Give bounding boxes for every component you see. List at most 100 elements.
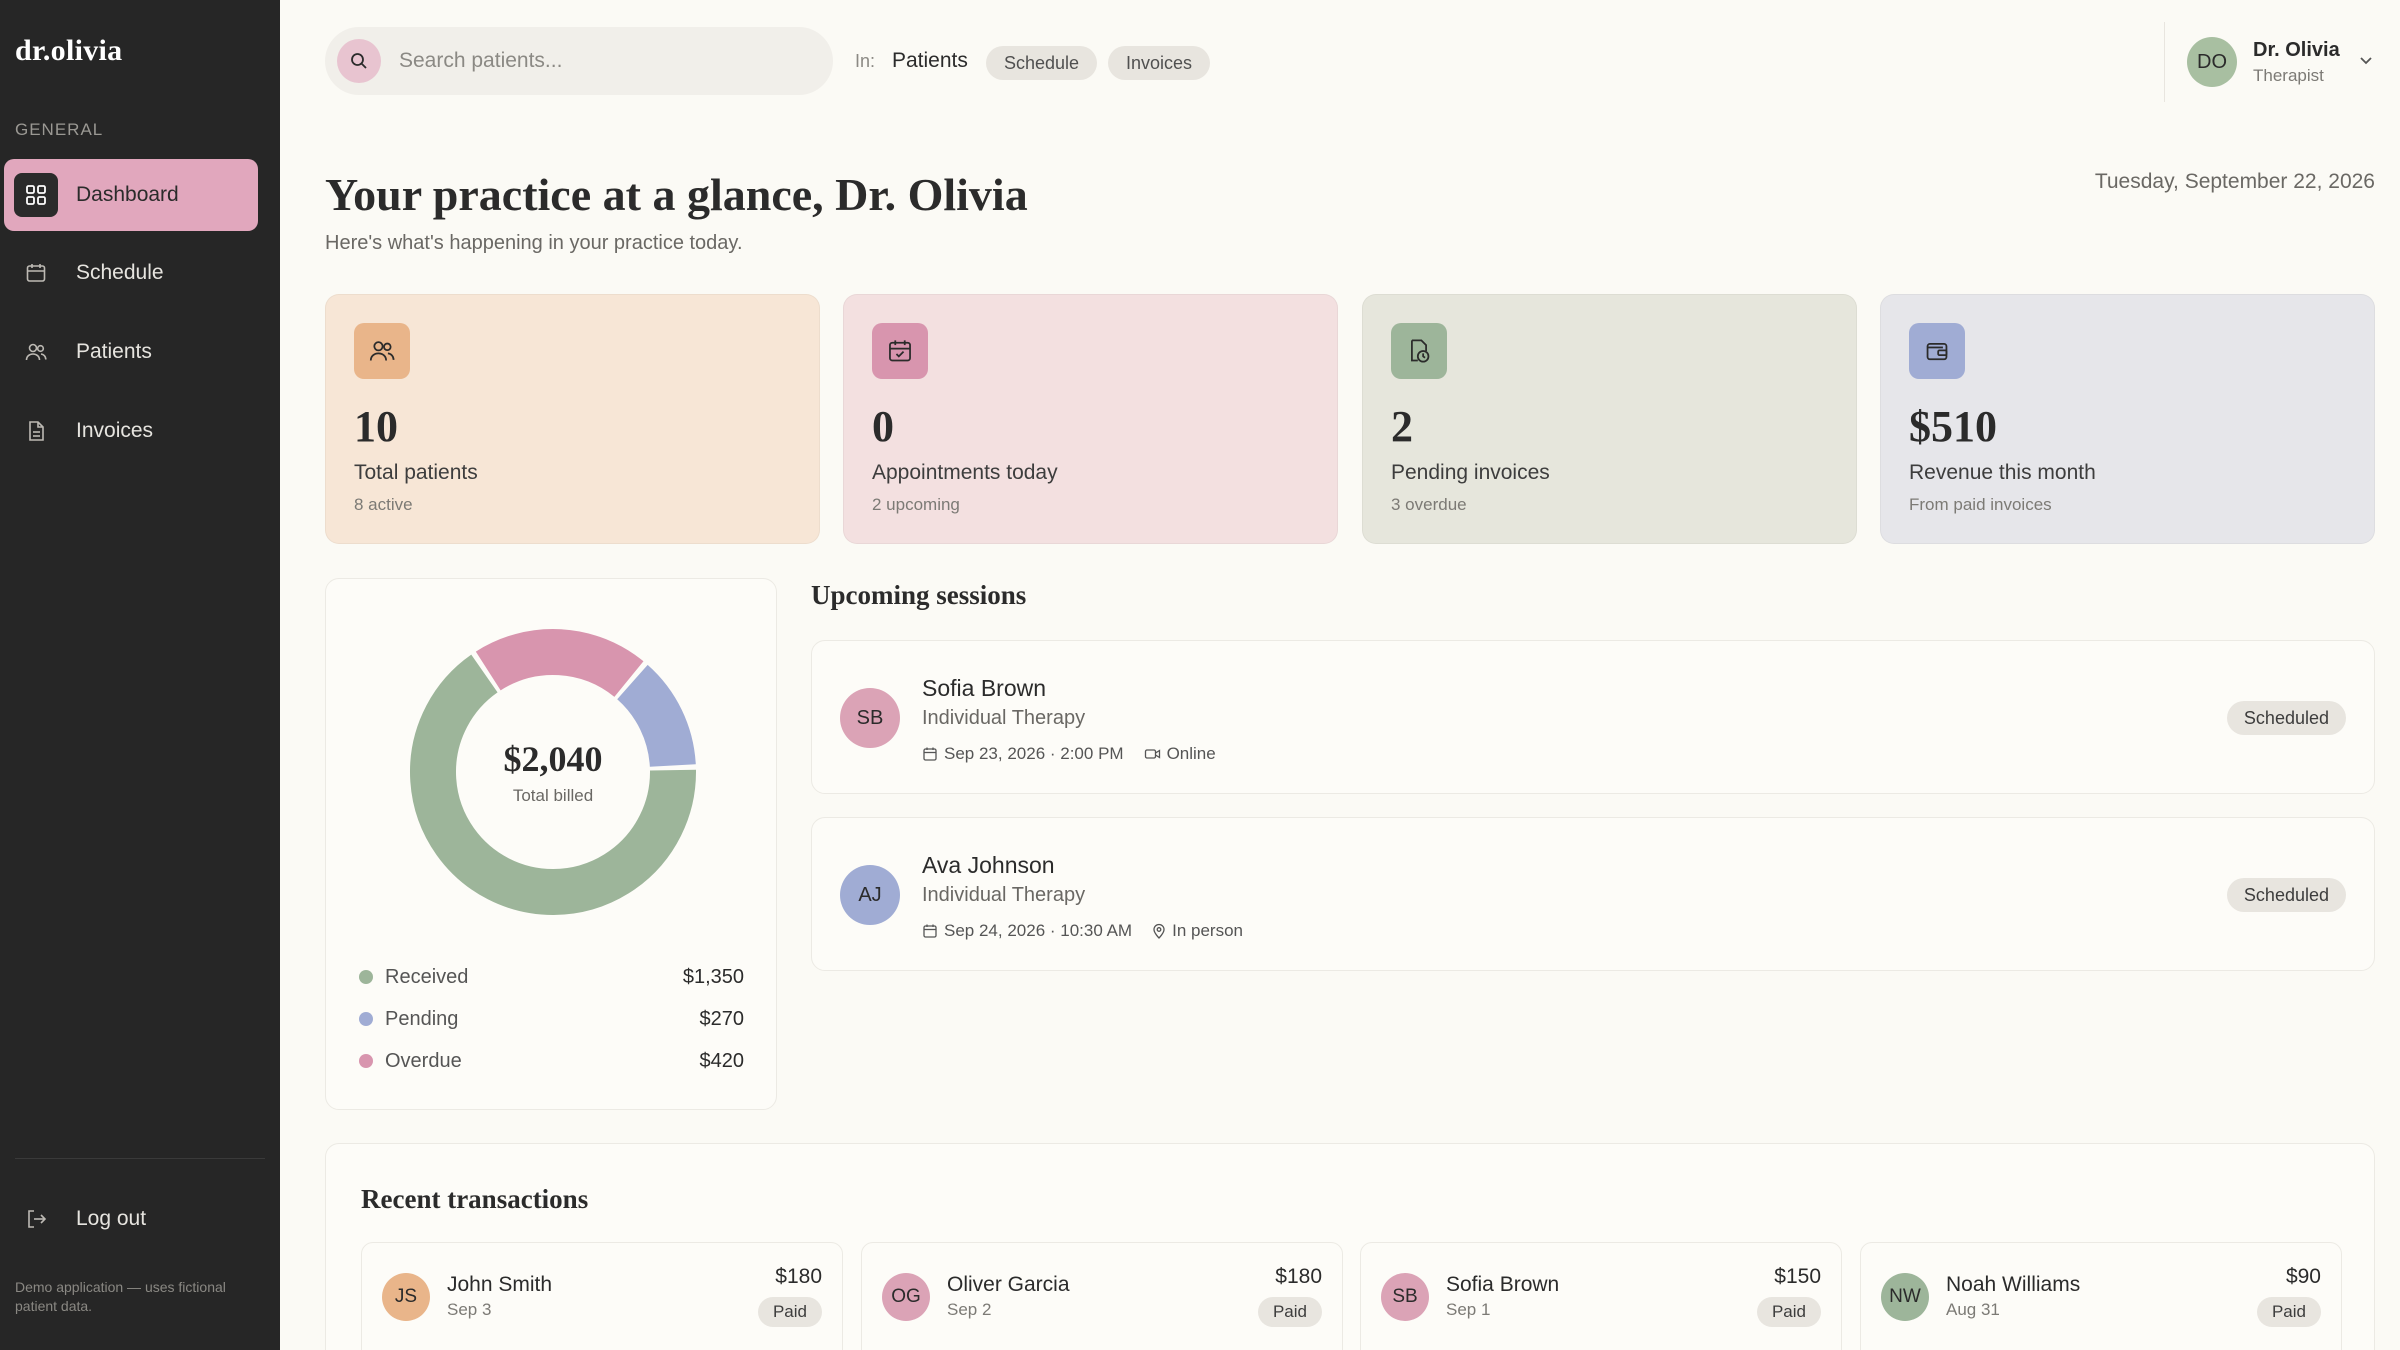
session-card[interactable]: AJ Ava Johnson Individual Therapy Sep 24… [811,817,2375,971]
page-title: Your practice at a glance, Dr. Olivia [325,169,1028,220]
chevron-down-icon [2358,52,2374,73]
transaction-name: Noah Williams [1946,1273,2081,1296]
transaction-amount: $90 [2285,1265,2321,1288]
legend-item-pending: Pending $270 [359,1004,744,1034]
video-icon [1144,746,1161,762]
search-bar [325,27,833,95]
calendar-icon [922,746,938,762]
legend-item-overdue: Overdue $420 [359,1046,744,1076]
session-patient-name: Ava Johnson [922,852,1055,878]
donut-segment-received [410,654,696,915]
status-badge: Paid [1257,1297,1322,1327]
transaction-item[interactable]: JS John Smith Sep 3 $180 Paid [361,1242,843,1350]
sidebar-item-label: Patients [76,340,152,363]
transaction-item[interactable]: SB Sofia Brown Sep 1 $150 Paid [1360,1242,1842,1350]
logout-label: Log out [76,1207,147,1230]
sidebar-item-patients[interactable]: Patients [4,316,258,388]
sidebar-item-invoices[interactable]: Invoices [4,395,258,467]
sidebar-divider [15,1158,265,1159]
wallet-icon [1909,323,1965,379]
transaction-item[interactable]: OG Oliver Garcia Sep 2 $180 Paid [861,1242,1343,1350]
avatar: DO [2187,37,2237,87]
session-card[interactable]: SB Sofia Brown Individual Therapy Sep 23… [811,640,2375,794]
legend-label: Overdue [385,1049,462,1072]
page-subtitle: Here's what's happening in your practice… [325,232,743,254]
users-icon [354,323,410,379]
stat-card-total-patients[interactable]: 10 Total patients 8 active [325,294,820,544]
sidebar-item-schedule[interactable]: Schedule [4,237,258,309]
stat-label: Appointments today [872,461,1058,484]
sidebar: dr.olivia GENERAL Dashboard Schedule Pat… [0,0,280,1350]
calendar-icon [14,251,58,295]
avatar: SB [840,688,900,748]
sidebar-item-label: Schedule [76,261,164,284]
logout-icon [14,1197,58,1241]
user-menu[interactable]: DO Dr. Olivia Therapist [2164,22,2384,102]
transaction-amount: $150 [1774,1265,1821,1288]
stat-value: 0 [872,402,894,451]
stat-sublabel: 2 upcoming [872,495,960,514]
total-billed-label: Total billed [512,786,594,805]
sidebar-item-dashboard[interactable]: Dashboard [4,159,258,231]
recent-transactions-title: Recent transactions [361,1184,589,1214]
scope-tab-invoices[interactable]: Invoices [1108,46,1211,80]
stat-label: Pending invoices [1391,461,1550,484]
sidebar-item-label: Dashboard [76,183,179,206]
legend-dot [359,1012,373,1026]
transaction-name: Sofia Brown [1446,1273,1560,1296]
stat-value: 10 [354,402,398,451]
stat-value: 2 [1391,402,1413,451]
brand-logo[interactable]: dr.olivia [15,34,123,67]
transaction-amount: $180 [1275,1265,1322,1288]
avatar: AJ [840,865,900,925]
grid-icon [14,173,58,217]
stat-label: Total patients [354,461,478,484]
stat-card-pending-invoices[interactable]: 2 Pending invoices 3 overdue [1362,294,1857,544]
transaction-name: Oliver Garcia [947,1273,1070,1296]
sidebar-item-label: Invoices [76,419,154,442]
session-mode: Online [1166,744,1216,763]
status-badge: Paid [2256,1297,2321,1327]
scope-tab-patients[interactable]: Patients [892,49,968,72]
session-mode: In person [1172,921,1243,940]
search-icon[interactable] [337,39,381,83]
stat-card-revenue[interactable]: $510 Revenue this month From paid invoic… [1880,294,2375,544]
user-name: Dr. Olivia [2253,38,2340,61]
transaction-date: Sep 2 [947,1300,992,1319]
upcoming-sessions-title: Upcoming sessions [811,580,1027,610]
search-input[interactable] [399,49,799,73]
transaction-item[interactable]: NW Noah Williams Aug 31 $90 Paid [1860,1242,2342,1350]
document-icon [14,409,58,453]
donut-segment-overdue [475,629,644,698]
stat-value: $510 [1909,402,1997,451]
demo-footnote: Demo application — uses fictional patien… [15,1279,226,1314]
legend-value: $420 [699,1049,745,1072]
stat-card-appointments-today[interactable]: 0 Appointments today 2 upcoming [843,294,1338,544]
avatar: SB [1381,1273,1429,1321]
transaction-date: Sep 1 [1446,1300,1491,1319]
legend-value: $270 [699,1007,745,1030]
transaction-date: Sep 3 [447,1300,492,1319]
user-role: Therapist [2253,65,2324,85]
legend-value: $1,350 [682,965,744,988]
legend-item-received: Received $1,350 [359,962,744,992]
avatar: JS [382,1273,430,1321]
legend-label: Received [385,965,469,988]
transaction-amount: $180 [775,1265,822,1288]
session-type: Individual Therapy [922,707,1086,729]
donut-segment-pending [616,664,696,768]
avatar: OG [882,1273,930,1321]
scope-tab-schedule[interactable]: Schedule [986,46,1098,80]
nav-section-label: GENERAL [15,120,104,139]
logout-button[interactable]: Log out [4,1183,258,1255]
status-badge: Paid [757,1297,822,1327]
avatar: NW [1881,1273,1929,1321]
location-pin-icon [1152,923,1166,939]
session-datetime: Sep 23, 2026 · 2:00 PM [944,744,1124,763]
invoice-clock-icon [1391,323,1447,379]
session-type: Individual Therapy [922,884,1086,906]
search-scope-label: In: [855,51,876,71]
status-badge: Paid [1756,1297,1821,1327]
total-billed-value: $2,040 [503,739,603,779]
session-datetime: Sep 24, 2026 · 10:30 AM [944,921,1133,940]
